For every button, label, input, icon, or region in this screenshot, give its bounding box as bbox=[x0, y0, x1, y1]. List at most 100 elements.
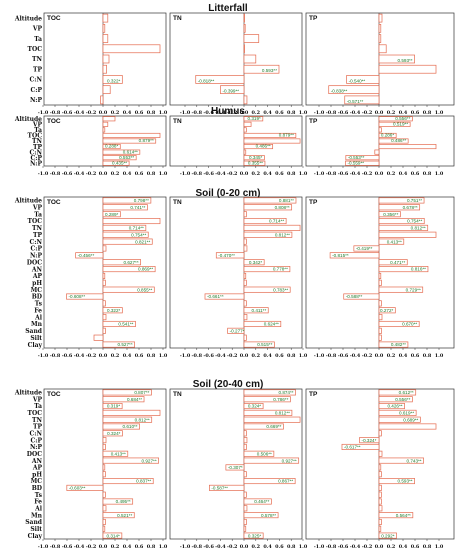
panel-frame bbox=[169, 196, 303, 349]
data-label: 0.879** bbox=[279, 133, 294, 138]
category-label: BD bbox=[32, 294, 42, 301]
bar bbox=[243, 471, 247, 478]
tick-label: -0.8 bbox=[50, 353, 61, 359]
bar bbox=[102, 204, 148, 211]
data-label: -0.324* bbox=[362, 438, 377, 443]
bar bbox=[225, 464, 245, 471]
tick-label: -0.8 bbox=[326, 171, 337, 177]
bar bbox=[102, 443, 106, 450]
bar bbox=[243, 389, 296, 396]
tick-label: -1.0 bbox=[314, 544, 325, 550]
data-label: 0.288* bbox=[105, 144, 118, 149]
bar bbox=[378, 224, 429, 231]
tick-label: 0.4 bbox=[123, 353, 132, 359]
bar bbox=[378, 491, 382, 498]
tick-label: -1.0 bbox=[180, 171, 191, 177]
tick-label: -1.0 bbox=[180, 353, 191, 359]
data-label: 0.808** bbox=[275, 205, 290, 210]
tick-label: 0.6 bbox=[135, 544, 144, 550]
bar bbox=[93, 334, 104, 341]
data-label: 0.464** bbox=[254, 499, 269, 504]
tick-label: 0.8 bbox=[423, 544, 432, 550]
bar bbox=[378, 266, 429, 273]
bar bbox=[378, 231, 437, 238]
data-label: 0.754** bbox=[407, 219, 422, 224]
category-label: TP bbox=[33, 144, 42, 151]
tick-label: -0.8 bbox=[192, 110, 203, 116]
category-label: Ts bbox=[35, 492, 43, 499]
bar bbox=[204, 293, 245, 300]
tick-label: 0.6 bbox=[411, 353, 420, 359]
bar bbox=[378, 34, 382, 43]
category-label: BD bbox=[32, 485, 42, 492]
data-label: 0.754** bbox=[131, 232, 146, 237]
bar bbox=[378, 327, 382, 334]
bar bbox=[102, 320, 136, 328]
bar bbox=[378, 471, 382, 478]
bar bbox=[378, 300, 382, 307]
tick-label: -0.2 bbox=[86, 544, 97, 550]
bar bbox=[102, 491, 106, 498]
bar bbox=[346, 75, 380, 84]
bar bbox=[243, 23, 246, 33]
bar bbox=[209, 484, 245, 491]
category-label: Ta bbox=[34, 211, 42, 218]
bar bbox=[102, 437, 107, 444]
tick-label: 0.8 bbox=[147, 171, 156, 177]
tick-label: -0.4 bbox=[350, 544, 361, 550]
bar bbox=[243, 286, 291, 293]
category-label: DOC bbox=[27, 259, 42, 266]
bar bbox=[102, 54, 110, 64]
data-label: 0.812** bbox=[275, 411, 290, 416]
category-label: AP bbox=[32, 273, 43, 280]
bar bbox=[243, 300, 247, 307]
bar bbox=[343, 293, 380, 300]
category-label: TOC bbox=[28, 218, 43, 225]
data-label: 0.495** bbox=[116, 499, 131, 504]
section-title-0: Litterfall bbox=[208, 3, 248, 14]
data-label: 0.342* bbox=[249, 260, 262, 265]
bar bbox=[102, 85, 111, 95]
bar bbox=[378, 450, 383, 457]
bar bbox=[378, 307, 396, 314]
bar bbox=[102, 44, 161, 54]
panel-name: TOC bbox=[47, 199, 61, 206]
bar bbox=[102, 116, 116, 122]
tick-label: 0.6 bbox=[275, 353, 284, 359]
bar bbox=[102, 416, 153, 423]
bar bbox=[243, 197, 297, 204]
bar bbox=[329, 252, 380, 259]
bar bbox=[102, 505, 107, 512]
bar bbox=[378, 341, 409, 348]
data-label: 0.527** bbox=[118, 342, 133, 347]
data-label: 0.869** bbox=[138, 267, 153, 272]
data-label: 0.324* bbox=[248, 404, 261, 409]
data-label: 0.564** bbox=[396, 513, 411, 518]
tick-label: -0.6 bbox=[62, 353, 73, 359]
tick-label: 1.0 bbox=[299, 110, 308, 116]
data-label: 0.786** bbox=[273, 397, 288, 402]
bar bbox=[378, 396, 413, 403]
tick-label: -1.0 bbox=[180, 110, 191, 116]
bar bbox=[102, 259, 141, 266]
tick-label: 0.0 bbox=[375, 353, 384, 359]
category-label: VP bbox=[32, 204, 43, 211]
category-label: N:P bbox=[30, 444, 42, 451]
data-label: 0.881** bbox=[279, 198, 294, 203]
tick-label: 0.8 bbox=[287, 353, 296, 359]
data-label: -0.603** bbox=[69, 486, 86, 491]
category-label: Fe bbox=[34, 307, 42, 314]
bar bbox=[243, 532, 264, 539]
tick-label: 1.0 bbox=[159, 544, 168, 550]
panel-name: TP bbox=[309, 15, 318, 22]
bar bbox=[378, 44, 387, 54]
bar bbox=[378, 389, 417, 396]
bar bbox=[378, 13, 383, 23]
tick-label: -1.0 bbox=[314, 353, 325, 359]
category-label: Sand bbox=[25, 328, 43, 335]
bar bbox=[243, 95, 248, 105]
bar bbox=[102, 224, 147, 231]
data-label: 0.812** bbox=[275, 232, 290, 237]
bar bbox=[102, 498, 134, 505]
bar bbox=[378, 478, 415, 485]
